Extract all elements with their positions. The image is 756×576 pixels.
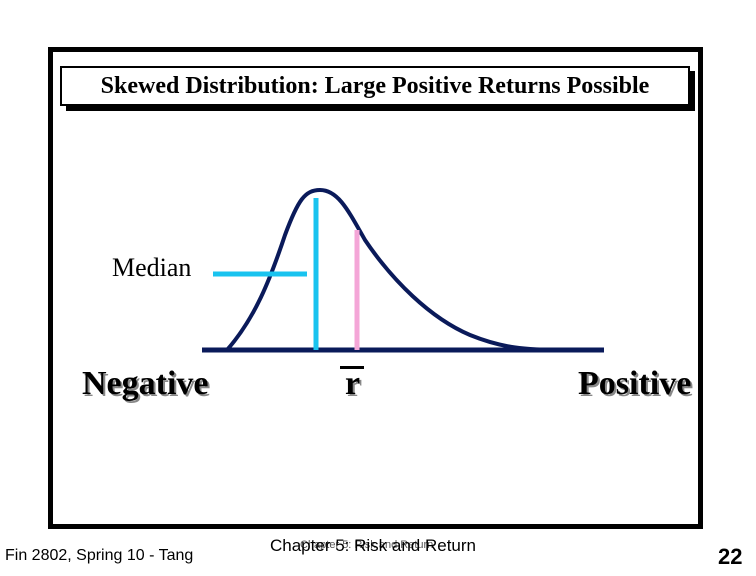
footer-chapter-ghost: Chapter 5: Risk and Return: [300, 539, 434, 551]
mean-bar-overline: [340, 366, 364, 369]
median-label: Median: [112, 253, 192, 282]
slide-frame: [48, 47, 703, 529]
mean-return-label: r: [345, 365, 361, 402]
page-number: 22: [718, 544, 743, 569]
negative-label: Negative: [82, 365, 209, 402]
footer-chapter: Chapter 5: Risk and Return: [270, 536, 476, 555]
slide-title: Skewed Distribution: Large Positive Retu…: [60, 66, 690, 106]
positive-label: Positive: [578, 365, 692, 402]
footer-course: Fin 2802, Spring 10 - Tang: [5, 547, 194, 564]
skewed-distribution-curve: [225, 187, 566, 352]
